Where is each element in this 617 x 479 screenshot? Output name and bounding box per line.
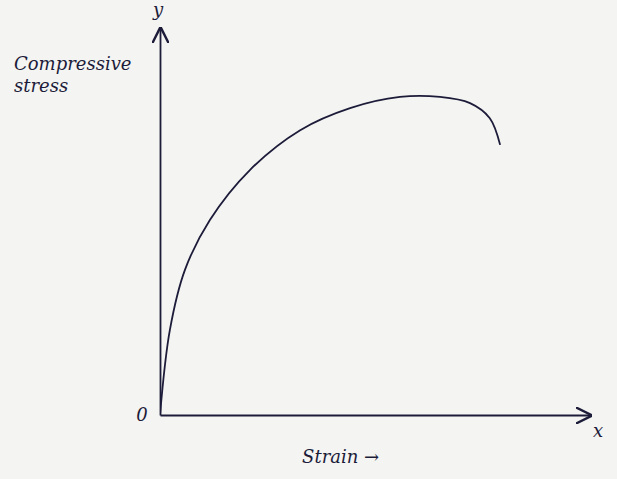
- plot: [160, 29, 591, 416]
- annotation: x: [593, 420, 603, 441]
- stress-strain-curve: [160, 96, 500, 415]
- annotation: 0: [136, 404, 147, 425]
- chart: y x 0 Compressivestress Strain →: [0, 0, 617, 479]
- marks: [160, 96, 500, 415]
- axis-line: [160, 29, 162, 416]
- x-axis-title: Strain →: [302, 446, 379, 467]
- x-axis: [161, 415, 591, 416]
- axis-line: [161, 415, 591, 417]
- y-axis-title: Compressivestress: [14, 53, 132, 96]
- y-axis: [160, 29, 161, 416]
- annotation: y: [152, 0, 164, 20]
